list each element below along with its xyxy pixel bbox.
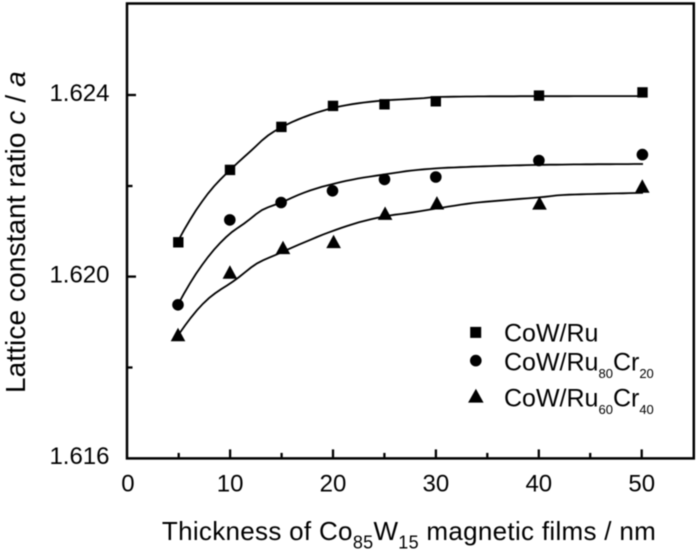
svg-text:10: 10 bbox=[217, 471, 244, 498]
svg-text:0: 0 bbox=[121, 471, 134, 498]
svg-text:Thickness of Co85W15 magnetic: Thickness of Co85W15 magnetic films / nm bbox=[162, 516, 656, 553]
svg-text:50: 50 bbox=[628, 471, 655, 498]
svg-text:40: 40 bbox=[525, 471, 552, 498]
svg-text:CoW/Ru: CoW/Ru bbox=[504, 320, 598, 348]
svg-text:1.620: 1.620 bbox=[49, 262, 109, 289]
svg-text:1.616: 1.616 bbox=[49, 443, 109, 470]
svg-text:20: 20 bbox=[320, 471, 347, 498]
svg-text:30: 30 bbox=[423, 471, 450, 498]
svg-text:CoW/Ru60Cr40: CoW/Ru60Cr40 bbox=[504, 384, 654, 417]
svg-text:1.624: 1.624 bbox=[49, 80, 109, 107]
svg-text:CoW/Ru80Cr20: CoW/Ru80Cr20 bbox=[504, 348, 654, 381]
svg-text:Lattice constant ratio c / a: Lattice constant ratio c / a bbox=[0, 71, 31, 393]
